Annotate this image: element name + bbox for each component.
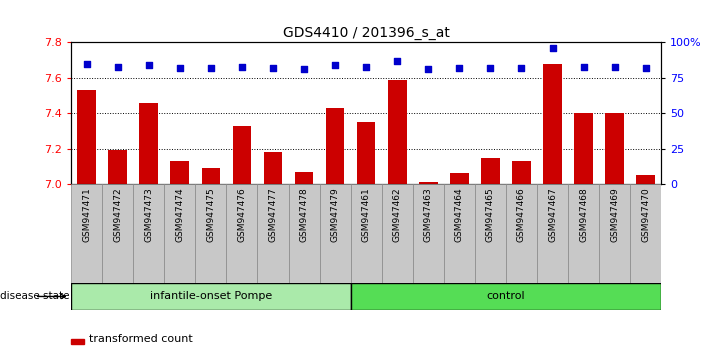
Bar <box>574 113 593 184</box>
Bar <box>419 182 437 184</box>
Point <box>81 61 92 67</box>
Bar <box>568 184 599 283</box>
Text: GSM947476: GSM947476 <box>237 187 247 242</box>
Point <box>422 67 434 72</box>
Text: GSM947469: GSM947469 <box>610 187 619 242</box>
Bar <box>599 184 630 283</box>
Point <box>547 45 558 51</box>
Bar <box>444 184 475 283</box>
Text: GSM947461: GSM947461 <box>362 187 370 242</box>
Text: GSM947464: GSM947464 <box>455 187 464 242</box>
Point <box>360 64 372 69</box>
Bar <box>171 161 189 184</box>
Text: GSM947474: GSM947474 <box>176 187 184 242</box>
Bar <box>196 184 226 283</box>
Text: GSM947465: GSM947465 <box>486 187 495 242</box>
Bar <box>382 184 413 283</box>
Point <box>329 62 341 68</box>
Bar <box>475 184 506 283</box>
Point <box>267 65 279 71</box>
Bar <box>326 108 344 184</box>
Text: infantile-onset Pompe: infantile-onset Pompe <box>150 291 272 302</box>
Point <box>454 65 465 71</box>
Bar <box>264 152 282 184</box>
Bar <box>543 64 562 184</box>
Bar <box>506 184 537 283</box>
Point <box>578 64 589 69</box>
Text: GSM947479: GSM947479 <box>331 187 340 242</box>
Text: GSM947467: GSM947467 <box>548 187 557 242</box>
Bar <box>102 184 133 283</box>
Bar <box>537 184 568 283</box>
Bar <box>71 283 351 310</box>
Bar <box>630 184 661 283</box>
Point <box>299 67 310 72</box>
Point <box>205 65 217 71</box>
Text: control: control <box>486 291 525 302</box>
Bar <box>77 90 96 184</box>
Bar <box>512 161 531 184</box>
Text: GSM947466: GSM947466 <box>517 187 526 242</box>
Bar <box>357 122 375 184</box>
Point <box>609 64 620 69</box>
Bar <box>295 172 314 184</box>
Point <box>515 65 527 71</box>
Point <box>112 64 124 69</box>
Bar <box>133 184 164 283</box>
Point <box>640 65 651 71</box>
Text: GSM947477: GSM947477 <box>269 187 277 242</box>
Text: disease state: disease state <box>0 291 70 302</box>
Bar <box>139 103 158 184</box>
Text: GSM947470: GSM947470 <box>641 187 650 242</box>
Text: transformed count: transformed count <box>89 335 193 344</box>
Text: GSM947473: GSM947473 <box>144 187 154 242</box>
Point <box>174 65 186 71</box>
Bar <box>413 184 444 283</box>
Bar <box>257 184 289 283</box>
Bar <box>71 184 102 283</box>
Bar <box>71 339 84 344</box>
Bar <box>108 150 127 184</box>
Bar <box>388 80 407 184</box>
Bar <box>289 184 319 283</box>
Text: GSM947468: GSM947468 <box>579 187 588 242</box>
Point <box>236 64 247 69</box>
Title: GDS4410 / 201396_s_at: GDS4410 / 201396_s_at <box>283 26 449 40</box>
Text: GSM947463: GSM947463 <box>424 187 433 242</box>
Text: GSM947475: GSM947475 <box>206 187 215 242</box>
Bar <box>605 113 624 184</box>
Point <box>143 62 154 68</box>
Bar <box>232 126 251 184</box>
Text: GSM947462: GSM947462 <box>392 187 402 242</box>
Bar <box>351 283 661 310</box>
Bar <box>226 184 257 283</box>
Point <box>485 65 496 71</box>
Text: GSM947472: GSM947472 <box>113 187 122 242</box>
Bar <box>481 158 500 184</box>
Text: GSM947478: GSM947478 <box>299 187 309 242</box>
Bar <box>636 175 655 184</box>
Bar <box>319 184 351 283</box>
Point <box>392 58 403 64</box>
Bar <box>201 168 220 184</box>
Bar <box>450 173 469 184</box>
Bar <box>351 184 382 283</box>
Bar <box>164 184 196 283</box>
Text: GSM947471: GSM947471 <box>82 187 91 242</box>
